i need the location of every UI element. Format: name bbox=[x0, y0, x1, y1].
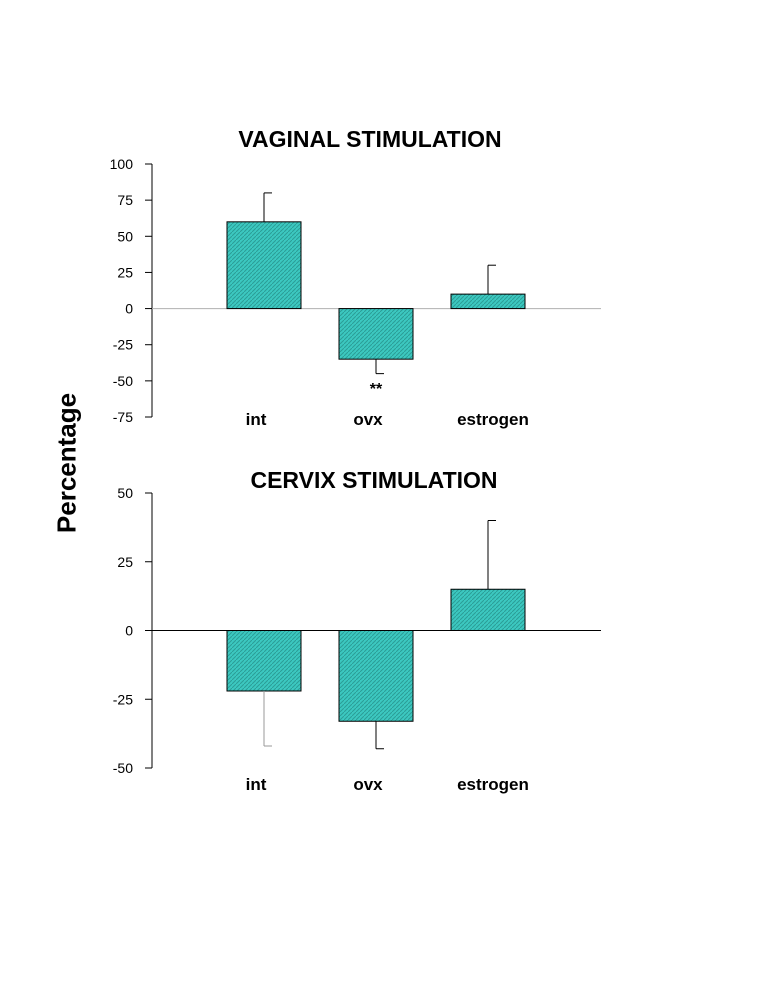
y-tick-label: 50 bbox=[117, 485, 133, 501]
y-tick-label: 75 bbox=[117, 192, 133, 208]
significance-annotation: ** bbox=[370, 381, 383, 398]
category-label-estrogen: estrogen bbox=[457, 775, 529, 794]
category-label-ovx: ovx bbox=[353, 410, 383, 429]
bar-estrogen bbox=[450, 588, 526, 631]
vaginal-stimulation-chart: VAGINAL STIMULATION 100 75 50 25 0 -25 -50 -75 in… bbox=[110, 126, 601, 429]
y-tick-label: 0 bbox=[125, 301, 133, 317]
y-tick-label: 100 bbox=[110, 156, 134, 172]
bar-int bbox=[226, 630, 302, 692]
y-tick-label: -50 bbox=[113, 373, 133, 389]
category-label-int: int bbox=[246, 775, 267, 794]
y-tick-label: -25 bbox=[113, 691, 133, 707]
y-tick-label: -75 bbox=[113, 409, 133, 425]
bar-int bbox=[226, 221, 302, 310]
y-tick-label: -50 bbox=[113, 760, 133, 776]
category-label-ovx: ovx bbox=[353, 775, 383, 794]
chart-title: CERVIX STIMULATION bbox=[250, 467, 497, 493]
y-tick-label: 50 bbox=[117, 228, 133, 244]
y-tick-label: 25 bbox=[117, 554, 133, 570]
bar-estrogen bbox=[450, 293, 526, 310]
y-tick-label: 25 bbox=[117, 264, 133, 280]
cervix-stimulation-chart: CERVIX STIMULATION 50 25 0 -25 -50 int ovx estro… bbox=[113, 467, 601, 794]
bar-ovx bbox=[338, 630, 414, 722]
y-tick-label: -25 bbox=[113, 337, 133, 353]
chart-title: VAGINAL STIMULATION bbox=[238, 126, 501, 152]
y-tick-label: 0 bbox=[125, 623, 133, 639]
category-label-estrogen: estrogen bbox=[457, 410, 529, 429]
category-label-int: int bbox=[246, 410, 267, 429]
bar-ovx bbox=[338, 308, 414, 360]
